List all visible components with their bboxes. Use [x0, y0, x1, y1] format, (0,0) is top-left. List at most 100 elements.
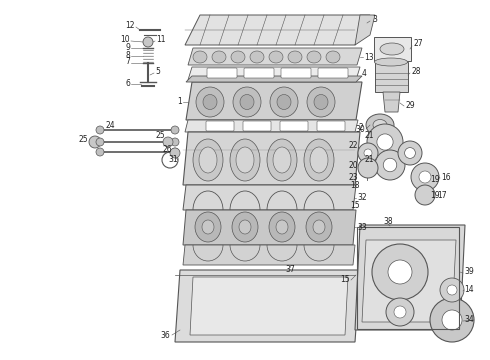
Text: 38: 38	[383, 217, 393, 226]
Circle shape	[96, 126, 104, 134]
Polygon shape	[175, 270, 360, 342]
Ellipse shape	[203, 94, 217, 109]
Ellipse shape	[231, 51, 245, 63]
Circle shape	[171, 126, 179, 134]
Circle shape	[430, 298, 474, 342]
Ellipse shape	[277, 94, 291, 109]
Text: 12: 12	[125, 22, 135, 31]
Ellipse shape	[196, 87, 224, 117]
Circle shape	[394, 306, 406, 318]
Text: 18: 18	[350, 180, 360, 189]
Polygon shape	[188, 48, 362, 65]
Polygon shape	[355, 225, 465, 330]
Text: 5: 5	[155, 68, 160, 77]
Ellipse shape	[250, 51, 264, 63]
Ellipse shape	[374, 58, 408, 66]
Polygon shape	[186, 76, 362, 82]
Ellipse shape	[202, 220, 214, 234]
Ellipse shape	[380, 43, 404, 55]
Polygon shape	[183, 185, 356, 210]
Polygon shape	[183, 132, 360, 185]
Ellipse shape	[304, 139, 334, 181]
Circle shape	[170, 148, 180, 158]
Ellipse shape	[193, 51, 207, 63]
Text: 25: 25	[78, 135, 88, 144]
Circle shape	[411, 163, 439, 191]
Circle shape	[383, 158, 397, 172]
Circle shape	[375, 150, 405, 180]
Circle shape	[398, 141, 422, 165]
Circle shape	[377, 134, 393, 150]
Text: 27: 27	[413, 40, 423, 49]
Polygon shape	[375, 62, 408, 92]
Ellipse shape	[313, 220, 325, 234]
Text: 15: 15	[350, 201, 360, 210]
Text: 8: 8	[125, 50, 130, 59]
Text: 25: 25	[155, 130, 165, 139]
Circle shape	[367, 124, 403, 160]
Text: 22: 22	[348, 141, 358, 150]
Polygon shape	[188, 67, 360, 80]
Text: 31: 31	[169, 156, 178, 165]
Polygon shape	[185, 15, 370, 45]
Text: 1: 1	[177, 98, 182, 107]
Text: 24: 24	[105, 122, 115, 130]
Circle shape	[388, 260, 412, 284]
Polygon shape	[186, 82, 362, 120]
FancyBboxPatch shape	[318, 68, 348, 78]
Ellipse shape	[307, 87, 335, 117]
Text: 33: 33	[357, 222, 367, 231]
Circle shape	[440, 278, 464, 302]
Text: 15: 15	[341, 275, 350, 284]
Ellipse shape	[267, 139, 297, 181]
FancyBboxPatch shape	[374, 37, 411, 61]
Circle shape	[442, 310, 462, 330]
Ellipse shape	[306, 212, 332, 242]
Polygon shape	[190, 277, 348, 335]
Circle shape	[96, 148, 104, 156]
Circle shape	[96, 138, 104, 146]
Circle shape	[405, 148, 416, 158]
Ellipse shape	[230, 139, 260, 181]
Circle shape	[419, 171, 431, 183]
Circle shape	[386, 298, 414, 326]
Text: 30: 30	[355, 126, 365, 135]
Text: 17: 17	[437, 190, 446, 199]
Ellipse shape	[232, 212, 258, 242]
Circle shape	[358, 158, 378, 178]
Text: 4: 4	[362, 69, 367, 78]
Circle shape	[447, 285, 457, 295]
Ellipse shape	[273, 147, 291, 173]
FancyBboxPatch shape	[207, 68, 237, 78]
Text: 34: 34	[464, 315, 474, 324]
Text: 11: 11	[156, 36, 166, 45]
Circle shape	[89, 136, 101, 148]
Ellipse shape	[199, 147, 217, 173]
Ellipse shape	[236, 147, 254, 173]
Polygon shape	[383, 92, 400, 112]
Text: 29: 29	[405, 100, 415, 109]
Ellipse shape	[212, 51, 226, 63]
Text: 13: 13	[364, 53, 374, 62]
FancyBboxPatch shape	[280, 121, 308, 131]
Ellipse shape	[233, 87, 261, 117]
Text: 20: 20	[348, 161, 358, 170]
Ellipse shape	[195, 212, 221, 242]
Circle shape	[163, 137, 173, 147]
Ellipse shape	[276, 220, 288, 234]
Text: 9: 9	[125, 42, 130, 51]
Circle shape	[364, 149, 372, 157]
Text: 6: 6	[125, 80, 130, 89]
Text: 14: 14	[464, 285, 474, 294]
Text: 28: 28	[411, 68, 420, 77]
Ellipse shape	[373, 120, 387, 130]
Ellipse shape	[288, 51, 302, 63]
Ellipse shape	[307, 51, 321, 63]
Ellipse shape	[269, 212, 295, 242]
Ellipse shape	[240, 94, 254, 109]
Ellipse shape	[326, 51, 340, 63]
Circle shape	[358, 143, 378, 163]
Polygon shape	[183, 210, 356, 245]
Text: 7: 7	[125, 58, 130, 67]
Text: 10: 10	[121, 36, 130, 45]
